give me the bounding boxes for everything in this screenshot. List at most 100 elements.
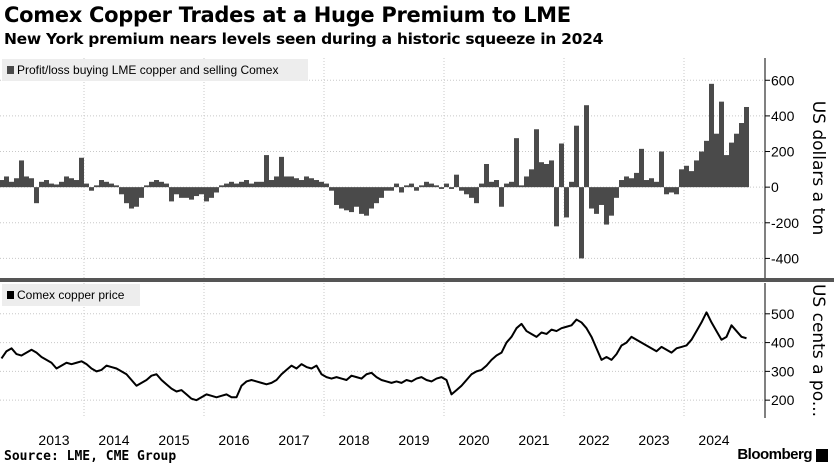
premium-bar <box>664 187 669 195</box>
premium-bar <box>554 187 559 227</box>
premium-bar <box>309 178 314 188</box>
premium-bar <box>579 187 584 259</box>
premium-bar <box>689 171 694 188</box>
premium-bar <box>89 187 94 191</box>
premium-bar <box>599 187 604 205</box>
premium-bar <box>714 133 719 188</box>
premium-bar <box>99 180 104 188</box>
premium-bar <box>684 165 689 188</box>
premium-bar <box>539 162 544 188</box>
y-tick-label: 400 <box>771 108 795 124</box>
premium-bar <box>84 183 89 188</box>
y-tick-label: -400 <box>771 250 799 266</box>
premium-bar <box>219 185 224 188</box>
premium-bar <box>394 183 399 188</box>
premium-bar <box>249 183 254 188</box>
price-line <box>0 311 747 402</box>
premium-bar <box>474 187 479 204</box>
premium-bar <box>634 172 639 188</box>
premium-bar <box>649 178 654 188</box>
panel-divider <box>0 278 834 282</box>
y-tick-label: 300 <box>771 363 795 379</box>
premium-bar <box>59 181 64 188</box>
premium-bar <box>269 180 274 188</box>
premium-bar <box>574 125 579 188</box>
premium-bar <box>609 187 614 216</box>
x-tick-label: 2021 <box>518 432 549 448</box>
x-tick-label: 2022 <box>578 432 609 448</box>
premium-bar <box>179 187 184 198</box>
y-tick-label: 400 <box>771 335 795 351</box>
premium-bar <box>119 187 124 195</box>
chart-subtitle: New York premium nears levels seen durin… <box>4 30 604 48</box>
premium-bar <box>484 163 489 188</box>
premium-bar <box>404 185 409 188</box>
premium-bar <box>0 180 4 188</box>
premium-bar <box>14 178 19 188</box>
premium-bar <box>564 187 569 218</box>
x-tick-label: 2016 <box>218 432 249 448</box>
premium-bar <box>304 176 309 188</box>
premium-bar <box>604 187 609 225</box>
premium-bar <box>189 187 194 200</box>
y-tick-label: 500 <box>771 306 795 322</box>
premium-bar <box>704 140 709 188</box>
premium-bar <box>424 181 429 188</box>
premium-bar <box>9 181 14 188</box>
premium-bar <box>339 187 344 209</box>
premium-bar <box>639 148 644 188</box>
premium-bar <box>444 183 449 188</box>
premium-bar <box>254 181 259 188</box>
bloomberg-logo: Bloomberg <box>737 446 812 463</box>
premium-bar <box>259 181 264 188</box>
premium-bar <box>629 178 634 188</box>
premium-bar <box>279 156 284 188</box>
premium-bar <box>54 184 59 188</box>
premium-bar <box>674 187 679 195</box>
premium-bar <box>499 187 504 207</box>
premium-bar <box>364 187 369 216</box>
premium-bar <box>724 155 729 188</box>
premium-bar <box>369 187 374 209</box>
premium-bar <box>349 187 354 213</box>
premium-bar <box>529 169 534 188</box>
premium-bar <box>679 169 684 188</box>
premium-bar <box>139 187 144 198</box>
premium-bar <box>234 183 239 188</box>
premium-bar <box>289 176 294 188</box>
x-tick-label: 2019 <box>398 432 429 448</box>
premium-bar <box>124 187 129 204</box>
premium-bar <box>694 160 699 188</box>
premium-bar <box>524 176 529 188</box>
premium-bar <box>594 187 599 214</box>
premium-bar <box>519 185 524 188</box>
premium-bar <box>319 181 324 188</box>
premium-bar <box>129 187 134 209</box>
premium-bar <box>589 187 594 209</box>
premium-bar <box>439 187 444 189</box>
premium-bar <box>64 176 69 188</box>
premium-bar <box>654 181 659 188</box>
premium-bar <box>169 187 174 202</box>
premium-bar <box>414 187 419 191</box>
premium-bar <box>569 181 574 188</box>
premium-bar <box>104 181 109 188</box>
premium-bar <box>114 185 119 188</box>
premium-bar <box>149 181 154 188</box>
premium-bar <box>379 187 384 198</box>
premium-bar <box>299 180 304 188</box>
premium-bar <box>479 183 484 188</box>
premium-bar <box>509 181 514 188</box>
premium-bar <box>199 187 204 195</box>
premium-bar <box>409 183 414 188</box>
premium-bar <box>449 187 454 189</box>
premium-bar <box>244 180 249 188</box>
premium-bar <box>134 187 139 207</box>
legend-swatch <box>7 66 14 74</box>
premium-bar <box>459 187 464 191</box>
premium-bar <box>489 181 494 188</box>
premium-bar <box>644 180 649 188</box>
premium-bar <box>614 187 619 198</box>
premium-bar <box>74 180 79 188</box>
premium-bar <box>184 187 189 198</box>
